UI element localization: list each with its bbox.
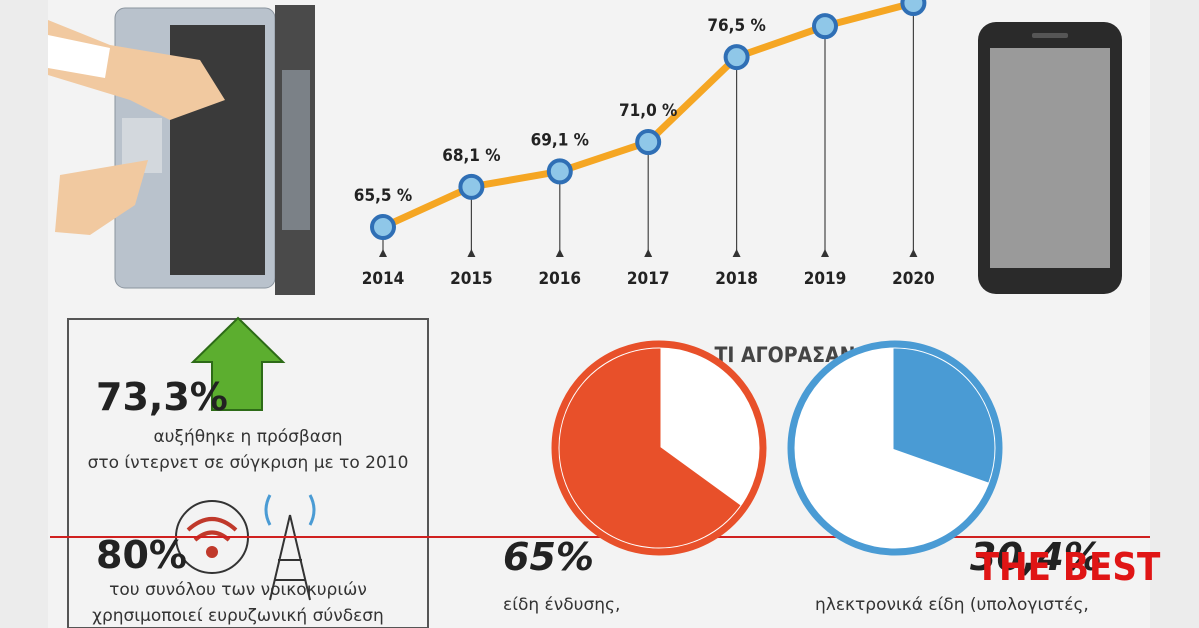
x-tick-label: 2019 — [804, 269, 847, 289]
marker — [546, 158, 573, 185]
tick-arrow — [379, 249, 387, 257]
x-tick-label: 2018 — [715, 269, 758, 289]
x-tick-label: 2015 — [450, 269, 493, 289]
tick-arrow — [821, 249, 829, 257]
pie-text: ηλεκτρονικά είδη (υπολογιστές, — [815, 595, 1089, 615]
pie-label: 65% — [503, 535, 594, 579]
stats-box — [67, 318, 429, 628]
stat-value: 73,3% — [96, 375, 228, 419]
tick-arrow — [644, 249, 653, 257]
stat-text: χρησιμοποιεί ευρυζωνική σύνδεση — [92, 606, 384, 626]
marker — [370, 214, 396, 241]
stat-text: στο ίντερνετ σε σύγκριση με το 2010 — [88, 453, 409, 473]
stat-text: αυξήθηκε η πρόσβαση — [153, 427, 342, 447]
tick-arrow — [909, 249, 918, 257]
marker — [723, 44, 750, 71]
arrow-icon — [190, 316, 286, 411]
watermark: THE BEST — [976, 545, 1161, 589]
pie-slice — [559, 348, 741, 548]
tick-arrow — [467, 249, 476, 257]
value-label: 65,5 % — [354, 186, 412, 206]
value-label: 71,0 % — [619, 101, 677, 121]
tick-arrow — [555, 249, 564, 257]
x-tick-label: 2017 — [627, 269, 670, 289]
x-tick-label: 2014 — [362, 269, 405, 289]
laptop-illustration — [48, 5, 315, 295]
value-label: 69,1 % — [531, 130, 589, 150]
value-label: 76,5 % — [707, 16, 765, 36]
pie-text: είδη ένδυσης, — [503, 595, 620, 615]
antenna-icon — [264, 494, 316, 601]
value-label: 68,1 % — [442, 146, 500, 166]
marker — [635, 129, 662, 156]
marker — [458, 173, 485, 200]
x-tick-label: 2016 — [539, 269, 582, 289]
marker — [900, 0, 927, 16]
phone-illustration — [978, 22, 1122, 294]
marker — [812, 13, 838, 40]
pie-slice — [893, 348, 995, 483]
x-tick-label: 2020 — [892, 269, 935, 289]
stat-value: 80% — [96, 533, 187, 577]
stat-text: του συνόλου των νοικοκυριών — [109, 580, 367, 600]
tick-arrow — [732, 249, 741, 257]
pie-label: 30,4% — [970, 535, 1102, 579]
